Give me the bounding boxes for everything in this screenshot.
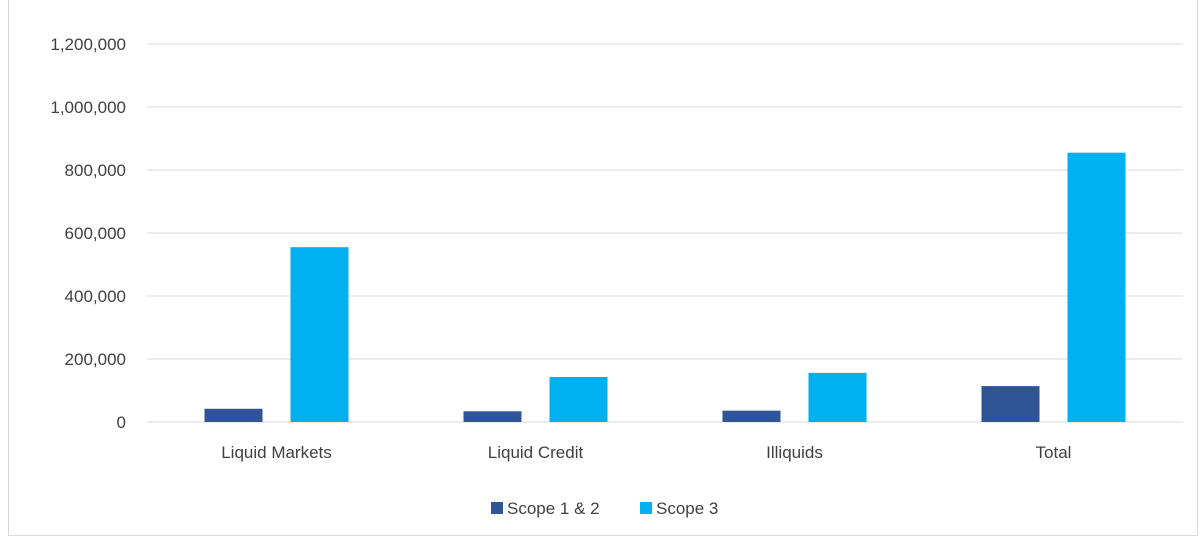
legend: Scope 1 & 2 Scope 3 [491,499,718,518]
y-tick-label: 800,000 [65,161,126,180]
bar-scope-1-2-3 [981,386,1040,422]
bar-scope-1-2-1 [463,411,522,422]
y-tick-label: 200,000 [65,350,126,369]
legend-swatch [640,502,652,514]
x-tick-label: Liquid Markets [221,443,332,462]
bar-scope-1-2-2 [722,410,781,422]
chart-frame [8,0,1198,536]
bar-scope-3-2 [808,372,867,422]
bar-scope-3-0 [290,247,349,422]
bar-scope-1-2-0 [204,408,263,422]
bar-scope-3-3 [1067,152,1126,423]
bar-scope-3-1 [549,376,608,422]
y-tick-label: 600,000 [65,224,126,243]
y-tick-label: 1,000,000 [50,98,126,117]
y-tick-label: 0 [117,413,126,432]
legend-label: Scope 3 [656,499,718,518]
x-tick-label: Illiquids [766,443,823,462]
y-axis: 0 200,000 400,000 600,000 800,000 1,000,000 1,… [50,35,126,432]
x-tick-label: Total [1036,443,1072,462]
y-tick-label: 1,200,000 [50,35,126,54]
legend-swatch [491,502,503,514]
x-axis: Liquid Markets Liquid Credit Illiquids Tota… [221,443,1071,462]
y-tick-label: 400,000 [65,287,126,306]
bars [204,152,1126,423]
x-tick-label: Liquid Credit [488,443,584,462]
legend-label: Scope 1 & 2 [507,499,600,518]
